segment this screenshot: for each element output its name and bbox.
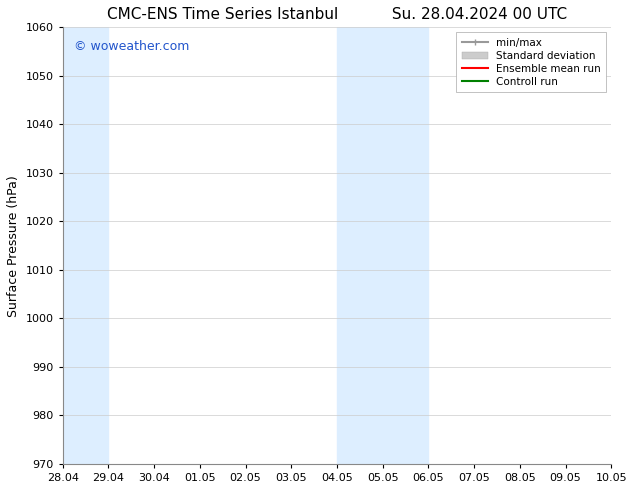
Y-axis label: Surface Pressure (hPa): Surface Pressure (hPa) — [7, 175, 20, 317]
Text: © woweather.com: © woweather.com — [74, 40, 189, 53]
Bar — [63, 27, 108, 464]
Title: CMC-ENS Time Series Istanbul           Su. 28.04.2024 00 UTC: CMC-ENS Time Series Istanbul Su. 28.04.2… — [107, 7, 567, 22]
Bar — [337, 27, 429, 464]
Legend: min/max, Standard deviation, Ensemble mean run, Controll run: min/max, Standard deviation, Ensemble me… — [456, 32, 606, 92]
